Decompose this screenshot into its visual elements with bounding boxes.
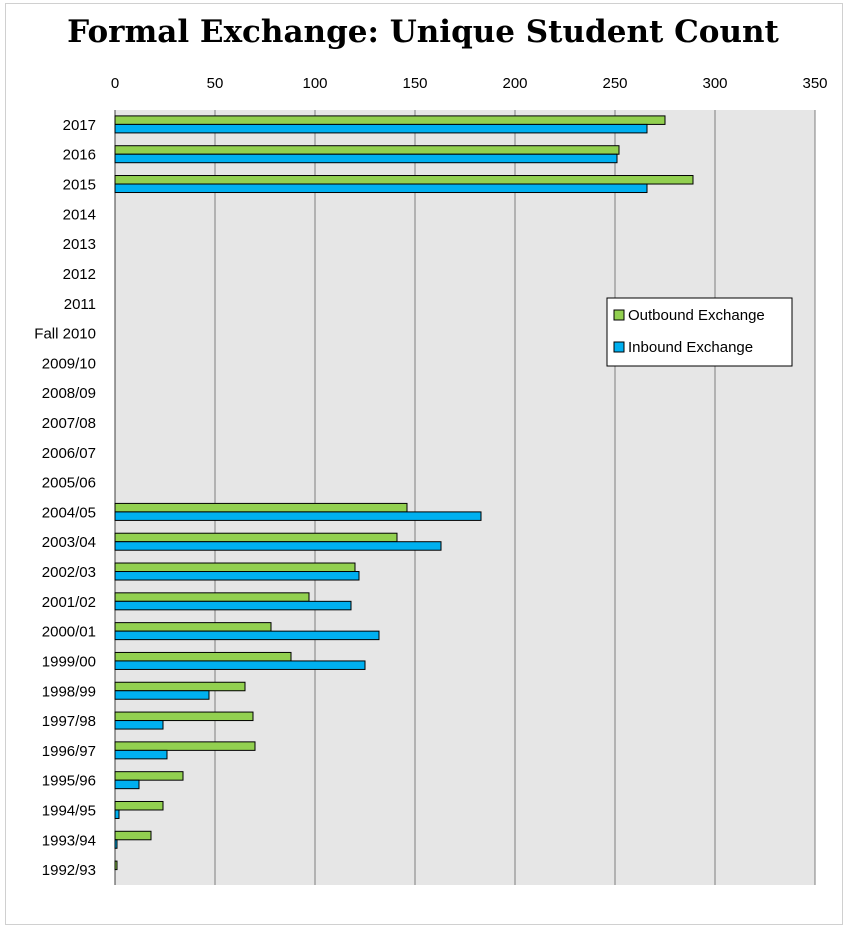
bar-outbound: [114, 741, 256, 751]
category-label: 2017: [63, 117, 96, 134]
bar-inbound: [114, 123, 648, 134]
x-tick-label: 0: [111, 75, 119, 92]
bar-outbound: [114, 532, 398, 543]
bar-outbound: [114, 175, 694, 185]
bar-outbound: [114, 800, 164, 811]
bar-outbound: [114, 115, 666, 125]
bar-outbound: [114, 771, 184, 781]
x-tick-label: 350: [802, 75, 827, 92]
bars: [114, 115, 694, 871]
category-label: 2013: [63, 236, 96, 253]
category-label: 2008/09: [42, 385, 96, 402]
x-tick-label: 100: [302, 75, 327, 92]
x-tick-label: 250: [602, 75, 627, 92]
category-label: 2000/01: [42, 624, 96, 641]
category-label: 1992/93: [42, 862, 96, 879]
category-label: 2011: [64, 296, 96, 313]
category-label: Fall 2010: [34, 326, 96, 343]
category-label: 1998/99: [42, 683, 96, 700]
bar-inbound: [114, 720, 164, 730]
bar-inbound: [114, 153, 618, 164]
bar-outbound: [114, 622, 272, 632]
bar-outbound: [114, 651, 292, 662]
category-label: 2012: [63, 266, 96, 283]
bar-outbound: [114, 711, 254, 722]
x-axis-ticks: 0 50 100 150 200 250 300 350: [111, 75, 828, 92]
bar-inbound: [114, 809, 120, 819]
category-label: 1994/95: [42, 802, 96, 819]
legend-label: Outbound Exchange: [628, 307, 765, 324]
y-axis-categories: 2017 2016 2015 2014 2013 2012 2011 Fall 2010 200…: [34, 117, 96, 879]
category-label: 2015: [63, 177, 96, 194]
x-tick-label: 300: [702, 75, 727, 92]
bar-inbound: [114, 839, 118, 849]
bar-inbound: [114, 690, 210, 700]
category-label: 2006/07: [42, 445, 96, 462]
legend: Outbound Exchange Inbound Exchange: [606, 297, 793, 367]
legend-label: Inbound Exchange: [628, 339, 753, 356]
category-label: 1993/94: [42, 832, 96, 849]
category-label: 2004/05: [42, 504, 96, 521]
category-label: 2014: [63, 206, 96, 223]
bar-inbound: [114, 511, 482, 521]
x-tick-label: 50: [207, 75, 224, 92]
gridlines: [114, 110, 816, 885]
chart-title: Formal Exchange: Unique Student Count: [67, 14, 779, 50]
category-label: 2003/04: [42, 534, 96, 551]
bar-inbound: [114, 541, 442, 551]
bar-inbound: [114, 600, 352, 611]
bar-inbound: [114, 749, 168, 760]
legend-swatch: [613, 341, 625, 353]
category-label: 1999/00: [42, 653, 96, 670]
bar-outbound: [114, 562, 356, 573]
category-label: 2002/03: [42, 564, 96, 581]
bar-outbound: [114, 502, 408, 513]
category-label: 2016: [63, 147, 96, 164]
legend-box: [606, 297, 793, 367]
bar-inbound: [114, 660, 366, 670]
x-tick-label: 200: [502, 75, 527, 92]
category-label: 1997/98: [42, 713, 96, 730]
category-label: 2009/10: [42, 355, 96, 372]
bar-inbound: [114, 571, 360, 581]
bar-outbound: [114, 830, 152, 841]
plot-area: [115, 110, 815, 885]
category-label: 1996/97: [42, 743, 96, 760]
bar-outbound: [114, 592, 310, 602]
category-label: 1995/96: [42, 773, 96, 790]
category-label: 2005/06: [42, 475, 96, 492]
bar-outbound: [114, 145, 620, 155]
bar-inbound: [114, 630, 380, 641]
bar-inbound: [114, 779, 140, 790]
x-tick-label: 150: [402, 75, 427, 92]
legend-swatch: [613, 309, 625, 321]
category-label: 2001/02: [42, 594, 96, 611]
bar-outbound: [114, 860, 118, 871]
category-label: 2007/08: [42, 415, 96, 432]
bar-inbound: [114, 183, 648, 194]
bar-outbound: [114, 681, 246, 692]
